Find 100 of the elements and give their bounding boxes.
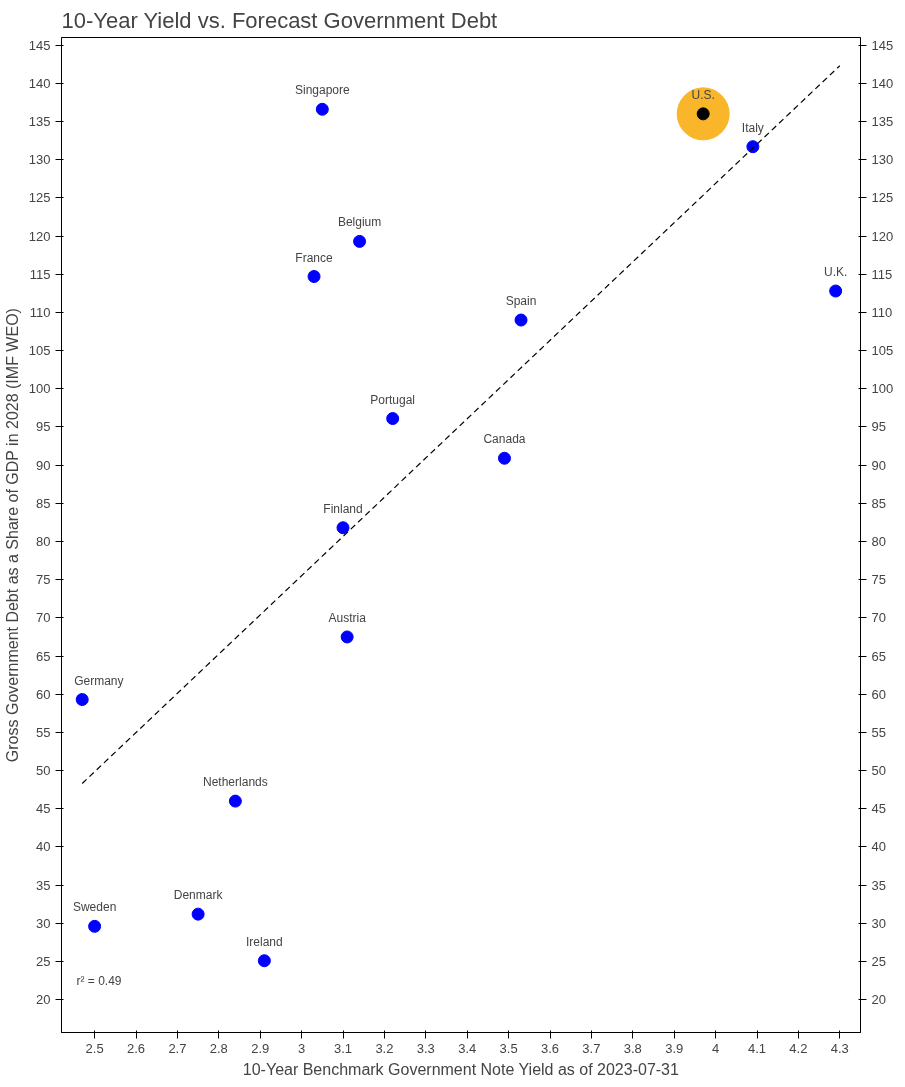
x-tick-label: 2.7 (168, 1040, 187, 1056)
annotation: Belgium (337, 215, 382, 230)
point (829, 284, 843, 298)
annotation: Ireland (246, 934, 283, 949)
point (497, 451, 511, 465)
annotation: Singapore (294, 83, 350, 98)
x-tick-label: 4.3 (830, 1040, 849, 1056)
y2-tick-label: 55 (871, 724, 886, 740)
y-tick-label: 75 (36, 572, 51, 588)
y2-tick-label: 100 (871, 381, 894, 397)
point (353, 234, 367, 248)
y-tick-label: 120 (28, 228, 51, 244)
x-axis-title: 10-Year Benchmark Government Note Yield as of 2023-07-31 (242, 1060, 680, 1078)
x-tick-label: 2.9 (251, 1040, 270, 1056)
annotation: France (295, 250, 334, 265)
y2-tick-label: 95 (871, 419, 886, 435)
y2-tick-label: 70 (871, 610, 886, 626)
y-tick-label: 80 (36, 533, 51, 549)
x-tick-label: 3.7 (582, 1040, 601, 1056)
x-tick-label: 2.6 (126, 1040, 146, 1056)
y-tick-label: 60 (36, 686, 51, 702)
point (386, 412, 400, 426)
point (75, 693, 89, 707)
y2-tick-label: 80 (871, 533, 886, 549)
y-tick-label: 135 (28, 114, 51, 129)
x-tick-label: 3.1 (333, 1040, 353, 1056)
y2-tick-label: 60 (871, 686, 886, 702)
y-tick-label: 145 (28, 37, 51, 53)
y-tick-label: 85 (36, 495, 51, 511)
x-tick-label: 3.2 (375, 1040, 394, 1056)
y2-tick-label: 65 (871, 648, 886, 664)
x-tick-label: 2.5 (85, 1040, 104, 1056)
y-tick-label: 125 (28, 190, 51, 206)
x-tick-label: 3.4 (458, 1040, 477, 1056)
y-tick-label: 65 (36, 648, 51, 664)
y2-tick-label: 105 (871, 343, 894, 359)
point (514, 313, 528, 327)
y-tick-label: 140 (28, 75, 51, 91)
annotation: U.K. (823, 265, 848, 280)
annotation: Portugal (370, 392, 416, 407)
y2-tick-label: 90 (871, 457, 886, 473)
y2-tick-label: 35 (871, 877, 886, 893)
point (228, 794, 242, 808)
y-tick-label: 70 (36, 610, 51, 626)
y2-tick-label: 125 (871, 190, 894, 206)
y2-tick-label: 135 (871, 114, 894, 129)
y-tick-label: 55 (36, 724, 51, 740)
point (315, 102, 329, 116)
y2-tick-label: 140 (871, 75, 894, 91)
y-tick-label: 50 (36, 763, 51, 779)
y-tick-label: 100 (28, 381, 51, 397)
x-tick-label: 2.8 (209, 1040, 228, 1056)
y-tick-label: 115 (29, 266, 51, 282)
y-tick-label: 130 (28, 152, 51, 168)
annotation: Spain (505, 294, 537, 309)
x-tick-label: 4.2 (789, 1040, 808, 1056)
annotation: Canada (483, 432, 526, 447)
annotation: Netherlands (203, 775, 268, 790)
y2-tick-label: 25 (871, 953, 886, 969)
y-tick-label: 40 (36, 839, 51, 855)
y-tick-label: 105 (28, 343, 51, 359)
y2-tick-label: 45 (871, 801, 886, 817)
y2-tick-label: 75 (871, 572, 886, 588)
x-tick-label: 4.1 (747, 1040, 767, 1056)
y-tick-label: 45 (36, 801, 51, 817)
y-tick-label: 90 (36, 457, 51, 473)
x-tick-label: 3.9 (665, 1040, 684, 1056)
point (257, 954, 271, 968)
y2-tick-label: 20 (871, 992, 886, 1008)
annotation: Austria (328, 610, 367, 625)
x-tick-label: 3.8 (623, 1040, 642, 1056)
y-axis-title: Gross Government Debt as a Share of GDP in 2028 (IMF WEO) (3, 308, 21, 763)
y-tick-label: 25 (36, 953, 51, 969)
annotation: Germany (74, 673, 124, 688)
point (336, 521, 350, 535)
annotation: U.S. (691, 87, 715, 102)
y2-tick-label: 110 (871, 304, 893, 320)
x-tick-label: 3 (298, 1040, 306, 1056)
x-tick-label: 3.5 (499, 1040, 518, 1056)
y2-tick-label: 50 (871, 763, 886, 779)
annotation: r² = 0.49 (76, 973, 122, 988)
y2-tick-label: 40 (871, 839, 886, 855)
annotation: Finland (323, 501, 363, 516)
y2-tick-label: 130 (871, 152, 894, 168)
y-tick-label: 35 (36, 877, 51, 893)
chart-title: 10-Year Yield vs. Forecast Government Debt (61, 7, 498, 33)
annotation: Denmark (173, 888, 224, 903)
y-tick-label: 30 (36, 915, 51, 931)
y-tick-label: 95 (36, 419, 51, 435)
point (88, 919, 102, 933)
y-tick-label: 110 (29, 304, 51, 320)
y2-tick-label: 30 (871, 915, 886, 931)
y2-tick-label: 115 (871, 266, 893, 282)
point (191, 907, 205, 921)
annotation: Sweden (72, 900, 117, 915)
y2-tick-label: 120 (871, 228, 894, 244)
x-tick-label: 4 (711, 1040, 720, 1056)
point (307, 270, 321, 283)
y2-tick-label: 85 (871, 495, 886, 511)
annotation: Italy (741, 120, 764, 135)
